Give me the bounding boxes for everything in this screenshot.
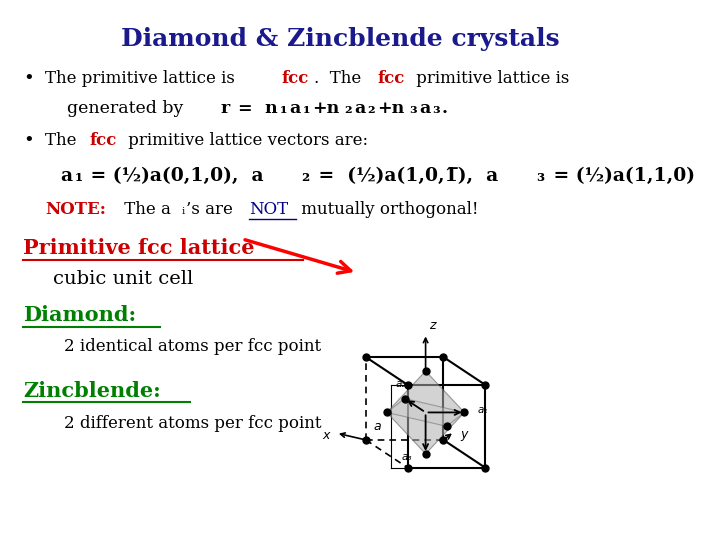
Text: The a: The a xyxy=(119,200,171,218)
Text: NOT: NOT xyxy=(248,200,288,218)
Text: ’s are: ’s are xyxy=(186,200,238,218)
Text: x: x xyxy=(322,429,330,442)
Text: +n: +n xyxy=(377,100,404,117)
Text: 2 different atoms per fcc point: 2 different atoms per fcc point xyxy=(63,415,321,433)
Text: r: r xyxy=(221,100,230,117)
Text: cubic unit cell: cubic unit cell xyxy=(53,270,194,288)
Text: z: z xyxy=(429,319,436,332)
Text: NOTE:: NOTE: xyxy=(45,200,106,218)
Text: primitive lattice is: primitive lattice is xyxy=(411,70,570,86)
Text: a: a xyxy=(354,100,365,117)
Text: .  The: . The xyxy=(315,70,367,86)
Text: =: = xyxy=(232,100,258,117)
Polygon shape xyxy=(387,399,464,426)
Text: ₂: ₂ xyxy=(367,100,375,117)
Text: 2 identical atoms per fcc point: 2 identical atoms per fcc point xyxy=(63,339,320,355)
Text: generated by: generated by xyxy=(67,100,194,117)
Text: n: n xyxy=(264,100,277,117)
Text: = (½)a(1,1,0): = (½)a(1,1,0) xyxy=(546,167,695,185)
Text: •: • xyxy=(23,70,34,87)
Text: a₃: a₃ xyxy=(402,451,412,462)
Text: ₃: ₃ xyxy=(410,100,418,117)
Text: a: a xyxy=(60,167,72,185)
Text: The primitive lattice is: The primitive lattice is xyxy=(45,70,240,86)
Text: ᵢ: ᵢ xyxy=(181,200,185,218)
Text: fcc: fcc xyxy=(90,132,117,149)
Text: =  (½)a(1,0,1̅),  a: = (½)a(1,0,1̅), a xyxy=(312,167,498,185)
Text: ₁: ₁ xyxy=(302,100,310,117)
Text: ₁: ₁ xyxy=(75,167,83,185)
Text: Diamond & Zincblende crystals: Diamond & Zincblende crystals xyxy=(121,27,559,51)
Text: The: The xyxy=(45,132,82,149)
Text: ₃: ₃ xyxy=(433,100,441,117)
Text: Zincblende:: Zincblende: xyxy=(23,381,161,401)
Text: Diamond:: Diamond: xyxy=(23,305,136,325)
Text: mutually orthogonal!: mutually orthogonal! xyxy=(296,200,479,218)
Polygon shape xyxy=(387,371,464,454)
Text: = (½)a(0,1,0),  a: = (½)a(0,1,0), a xyxy=(84,167,264,185)
Text: ₃: ₃ xyxy=(536,167,545,185)
Text: a: a xyxy=(419,100,431,117)
Text: fcc: fcc xyxy=(378,70,405,86)
Text: ₂: ₂ xyxy=(302,167,310,185)
Text: .: . xyxy=(442,100,448,117)
Text: a: a xyxy=(374,420,381,433)
Text: a₁: a₁ xyxy=(478,405,489,415)
Text: primitive lattice vectors are:: primitive lattice vectors are: xyxy=(123,132,368,149)
Text: ₁: ₁ xyxy=(279,100,287,117)
Text: ₂: ₂ xyxy=(345,100,352,117)
Text: Primitive fcc lattice: Primitive fcc lattice xyxy=(23,238,255,258)
Text: •: • xyxy=(23,132,34,150)
Text: fcc: fcc xyxy=(282,70,309,86)
Text: +n: +n xyxy=(312,100,339,117)
Text: y: y xyxy=(461,428,468,441)
Text: a: a xyxy=(289,100,300,117)
Text: a₂: a₂ xyxy=(396,379,407,389)
